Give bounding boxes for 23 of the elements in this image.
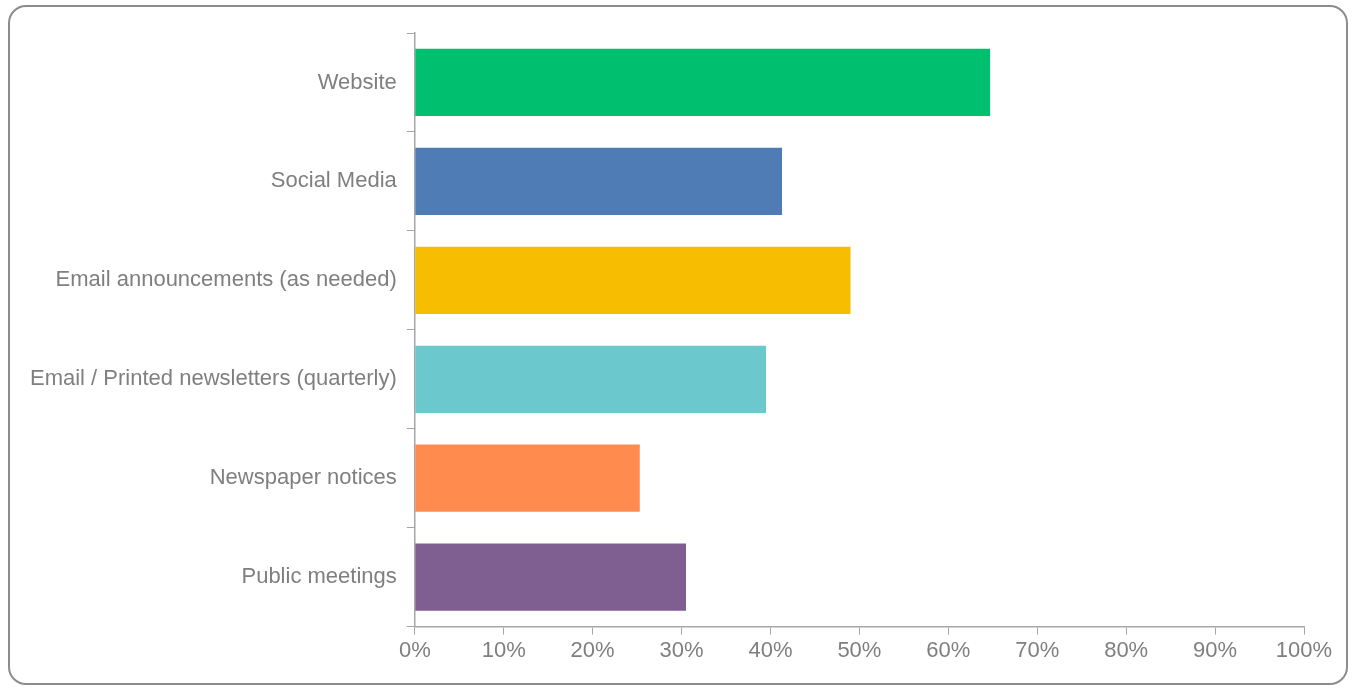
y-tick-label: Email announcements (as needed) bbox=[55, 266, 397, 292]
bar bbox=[415, 246, 851, 314]
bar bbox=[415, 444, 640, 512]
x-tick-label: 50% bbox=[837, 636, 882, 662]
y-tick-label: Public meetings bbox=[241, 563, 397, 589]
bar bbox=[415, 48, 991, 117]
x-tick-label: 10% bbox=[481, 636, 526, 662]
bar bbox=[415, 345, 767, 413]
y-tick-label: Email / Printed newsletters (quarterly) bbox=[30, 365, 397, 391]
x-tick-label: 70% bbox=[1015, 636, 1060, 662]
bar bbox=[415, 543, 686, 611]
x-tick-label: 30% bbox=[659, 636, 704, 662]
y-tick-label: Website bbox=[317, 68, 397, 94]
x-tick-label: 80% bbox=[1104, 636, 1149, 662]
x-tick-label: 90% bbox=[1193, 636, 1238, 662]
x-tick-label: 100% bbox=[1275, 636, 1333, 662]
x-tick-label: 40% bbox=[748, 636, 793, 662]
y-tick-label: Newspaper notices bbox=[209, 464, 397, 490]
x-tick-label: 20% bbox=[570, 636, 615, 662]
x-tick-label: 60% bbox=[926, 636, 971, 662]
bar bbox=[415, 147, 783, 216]
x-tick-label: 0% bbox=[398, 636, 431, 662]
y-tick-label: Social Media bbox=[270, 167, 398, 193]
